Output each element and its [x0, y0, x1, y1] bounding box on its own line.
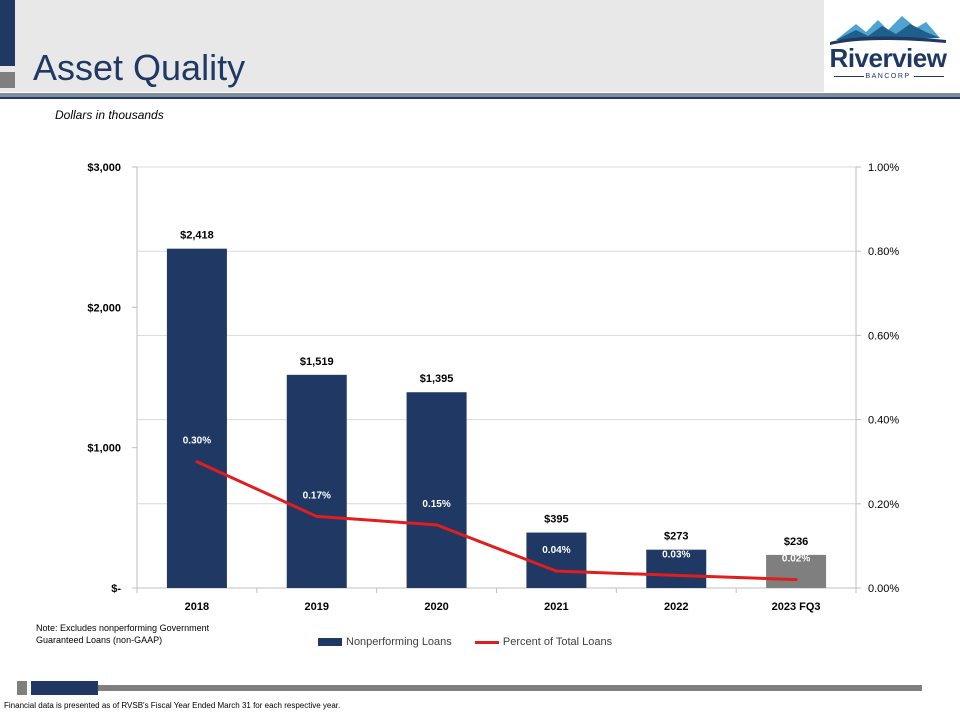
percent-point — [315, 514, 319, 518]
right-axis-tick-label: 0.80% — [868, 246, 899, 258]
left-axis-tick-label: $- — [111, 583, 121, 595]
left-axis-tick-label: $2,000 — [87, 302, 121, 314]
footnote: Financial data is presented as of RVSB's… — [4, 701, 341, 710]
right-axis-tick-label: 0.00% — [868, 583, 899, 595]
bar — [766, 554, 827, 588]
x-axis-tick-label: 2023 FQ3 — [772, 601, 821, 613]
bar — [406, 392, 467, 588]
mountain-logo-icon — [830, 16, 946, 45]
percent-label: 0.03% — [662, 549, 690, 560]
right-axis-tick-label: 0.40% — [868, 415, 899, 427]
legend-swatch-line — [474, 640, 499, 644]
left-axis-tick-label: $3,000 — [87, 162, 121, 174]
percent-label: 0.04% — [542, 545, 570, 556]
footer-accent-gray — [17, 681, 27, 695]
legend-item-line: Percent of Total Loans — [474, 636, 613, 648]
percent-point — [794, 578, 798, 582]
percent-point — [554, 569, 558, 573]
header-accent-gray — [0, 72, 15, 88]
x-axis-tick-label: 2021 — [544, 601, 568, 613]
riverview-logo: Riverview BANCORP — [826, 10, 950, 88]
logo-rule-right — [914, 76, 944, 77]
legend-label-line: Percent of Total Loans — [502, 636, 613, 648]
bar — [166, 248, 227, 588]
chart-legend: Nonperforming Loans Percent of Total Loa… — [318, 636, 632, 652]
x-axis-tick-label: 2020 — [424, 601, 448, 613]
bar — [286, 374, 347, 588]
units-subtitle: Dollars in thousands — [55, 108, 164, 122]
percent-point — [674, 573, 678, 577]
header-divider — [0, 93, 960, 97]
percent-label: 0.15% — [422, 499, 450, 510]
bar — [646, 549, 707, 588]
footer-accent-navy — [31, 681, 98, 695]
asset-quality-chart: $- $1,000 $2,000 $3,000 0.00% 0.20% 0.40% 0.60%… — [87, 162, 899, 613]
header-band — [0, 0, 824, 92]
logo-wordmark: Riverview — [829, 43, 947, 73]
legend-item-bars: Nonperforming Loans — [318, 636, 452, 648]
percent-label: 0.02% — [782, 554, 810, 565]
bar — [526, 532, 587, 588]
header-accent-navy — [0, 0, 15, 66]
percent-line — [196, 460, 797, 582]
chart-note: Note: Excludes nonperforming Government … — [36, 623, 210, 645]
right-axis-tick-label: 1.00% — [868, 162, 899, 174]
footer-bar — [98, 685, 922, 691]
right-axis-tick-label: 0.20% — [868, 499, 899, 511]
x-axis-tick-label: 2018 — [185, 601, 209, 613]
bar-value-label: $236 — [784, 536, 808, 548]
bar-value-label: $1,395 — [420, 373, 454, 385]
x-axis-tick-label: 2022 — [664, 601, 688, 613]
bar-value-label: $1,519 — [300, 356, 334, 368]
logo-subtext: BANCORP — [865, 73, 911, 80]
percent-label: 0.30% — [183, 436, 211, 447]
bar-value-label: $395 — [544, 514, 568, 526]
bar-value-label: $273 — [664, 531, 688, 543]
right-axis-tick-label: 0.60% — [868, 330, 899, 342]
page-title: Asset Quality — [33, 47, 246, 88]
legend-swatch-bar — [318, 638, 342, 647]
logo-rule-left — [834, 76, 864, 77]
bar-value-label: $2,418 — [180, 230, 214, 242]
left-axis-tick-label: $1,000 — [87, 443, 121, 455]
legend-label-bars: Nonperforming Loans — [346, 636, 452, 648]
x-axis-tick-label: 2019 — [305, 601, 329, 613]
percent-point — [435, 523, 439, 527]
header-divider-navy — [0, 97, 960, 99]
percent-label: 0.17% — [303, 490, 331, 501]
percent-point — [195, 460, 199, 464]
